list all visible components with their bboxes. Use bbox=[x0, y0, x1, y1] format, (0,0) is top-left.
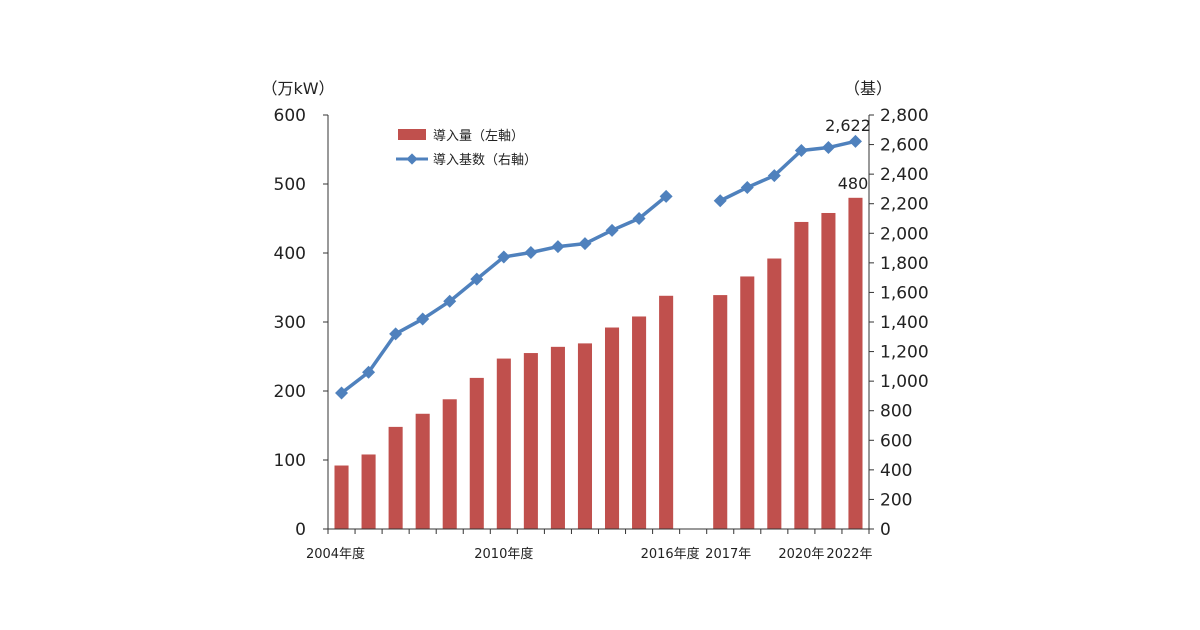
bar-2013 bbox=[577, 343, 593, 529]
bar-2004 bbox=[334, 465, 349, 529]
x-tick-label: 2010年度 bbox=[474, 546, 533, 562]
line-point-2007 bbox=[416, 312, 430, 326]
bar-2010 bbox=[496, 358, 511, 529]
legend-bar-swatch bbox=[398, 129, 426, 140]
right-tick-label: 0 bbox=[880, 520, 891, 540]
right-tick-label: 200 bbox=[880, 490, 912, 510]
bar-2014 bbox=[604, 327, 620, 529]
right-tick-label: 2,400 bbox=[880, 165, 929, 185]
line-segment-1 bbox=[719, 139, 856, 203]
left-tick-label: 400 bbox=[274, 244, 306, 264]
line-point-2016 bbox=[659, 189, 673, 203]
bar-2020 bbox=[794, 221, 809, 529]
line-point-2018 bbox=[740, 180, 754, 194]
line-point-2019 bbox=[767, 169, 781, 183]
bar-2018 bbox=[740, 276, 755, 529]
right-tick-label: 400 bbox=[880, 461, 912, 481]
bar-2022 bbox=[848, 197, 863, 530]
right-tick-label: 1,600 bbox=[880, 283, 929, 303]
legend: 導入量（左軸） 導入基数（右軸） bbox=[396, 129, 537, 168]
bar-2012 bbox=[550, 346, 565, 529]
right-tick-label: 1,200 bbox=[880, 343, 929, 363]
line-last-label: 2,622 bbox=[825, 116, 871, 135]
line-point-2008 bbox=[443, 294, 457, 308]
right-tick-label: 600 bbox=[880, 431, 912, 451]
x-tick-label: 2004年度 bbox=[306, 546, 365, 562]
line-point-2004 bbox=[335, 386, 349, 400]
line-point-2010 bbox=[497, 250, 511, 264]
axes: 0 100 200 300 400 500 600 0 200 400 600 800 1,000 1,2… bbox=[274, 106, 929, 562]
line-series bbox=[335, 134, 862, 400]
bar-2009 bbox=[469, 377, 484, 529]
bar-2006 bbox=[388, 426, 403, 529]
bar-2021 bbox=[821, 212, 836, 530]
bar-2015 bbox=[632, 316, 647, 529]
line-point-2006 bbox=[389, 327, 403, 341]
right-tick-label: 800 bbox=[880, 402, 912, 422]
left-tick-label: 500 bbox=[274, 175, 306, 195]
line-point-2022 bbox=[848, 134, 862, 148]
bar-2016 bbox=[659, 295, 674, 529]
bar-2011 bbox=[523, 353, 538, 529]
legend-bar-label: 導入量（左軸） bbox=[433, 129, 524, 144]
line-point-2009 bbox=[470, 272, 484, 286]
line-point-2013 bbox=[578, 237, 592, 251]
right-tick-label: 2,800 bbox=[880, 106, 929, 126]
x-tick-label: 2020年 bbox=[778, 547, 824, 562]
right-tick-label: 1,800 bbox=[880, 254, 929, 274]
x-tick-label: 2016年度 bbox=[641, 546, 700, 562]
bar-2007 bbox=[415, 413, 430, 529]
x-tick-label: 2022年 bbox=[826, 547, 872, 562]
left-tick-label: 600 bbox=[274, 106, 306, 126]
left-tick-label: 100 bbox=[274, 451, 306, 471]
bar-last-label: 480 bbox=[838, 174, 869, 193]
right-tick-label: 1,000 bbox=[880, 372, 929, 392]
bar-2008 bbox=[442, 399, 457, 529]
right-axis-unit: （基） bbox=[844, 79, 892, 98]
right-tick-label: 2,200 bbox=[880, 195, 929, 215]
bar-2019 bbox=[767, 258, 782, 529]
right-tick-label: 2,000 bbox=[880, 224, 929, 244]
legend-line-label: 導入基数（右軸） bbox=[433, 153, 537, 168]
x-tick-label: 2017年 bbox=[705, 547, 751, 562]
line-point-2020 bbox=[794, 143, 808, 157]
right-tick-label: 1,400 bbox=[880, 313, 929, 333]
left-tick-label: 200 bbox=[274, 382, 306, 402]
line-point-2017 bbox=[713, 194, 727, 208]
line-point-2014 bbox=[605, 223, 619, 237]
line-point-2011 bbox=[524, 246, 538, 260]
legend-line-marker bbox=[406, 153, 418, 165]
bar-series bbox=[334, 197, 863, 530]
right-tick-label: 2,600 bbox=[880, 136, 929, 156]
bar-2017 bbox=[713, 295, 728, 529]
left-tick-label: 300 bbox=[274, 313, 306, 333]
bar-2005 bbox=[361, 454, 376, 529]
line-point-2005 bbox=[362, 365, 376, 379]
line-point-2012 bbox=[551, 240, 565, 254]
line-point-2015 bbox=[632, 212, 646, 225]
line-point-2021 bbox=[821, 141, 835, 155]
left-tick-label: 0 bbox=[295, 520, 306, 540]
left-axis-unit: （万kW） bbox=[261, 79, 334, 98]
